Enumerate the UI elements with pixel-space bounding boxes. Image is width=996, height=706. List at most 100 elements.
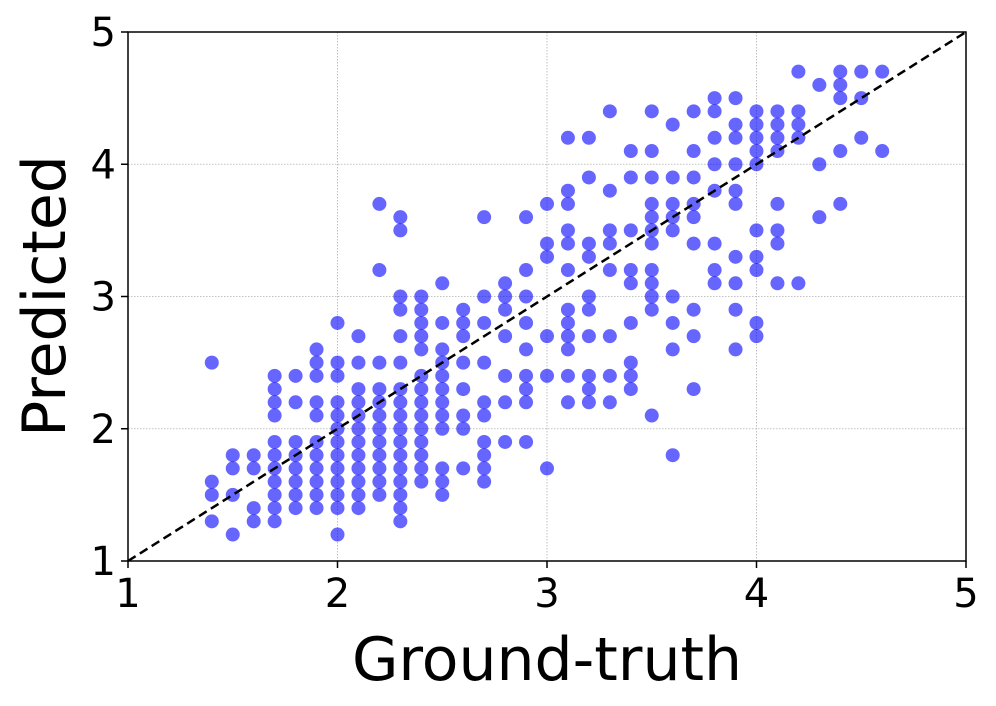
point <box>749 223 764 238</box>
point <box>581 368 596 383</box>
point <box>728 91 743 106</box>
point <box>560 329 575 344</box>
point <box>560 342 575 357</box>
point <box>309 448 324 463</box>
point <box>435 474 450 489</box>
point <box>456 421 471 436</box>
point <box>351 501 366 516</box>
point <box>309 342 324 357</box>
point <box>309 487 324 502</box>
point <box>204 487 219 502</box>
point <box>498 395 513 410</box>
point <box>770 223 785 238</box>
point <box>623 144 638 159</box>
point <box>393 408 408 423</box>
point <box>686 210 701 225</box>
point <box>267 448 282 463</box>
point <box>393 501 408 516</box>
point <box>414 395 429 410</box>
point <box>393 329 408 344</box>
point <box>456 408 471 423</box>
point <box>770 144 785 159</box>
point <box>728 276 743 291</box>
point <box>519 342 534 357</box>
point <box>498 276 513 291</box>
point <box>519 263 534 278</box>
point <box>519 382 534 397</box>
point <box>791 104 806 119</box>
point <box>456 329 471 344</box>
point <box>351 355 366 370</box>
point <box>351 487 366 502</box>
point <box>351 421 366 436</box>
point <box>414 448 429 463</box>
point <box>728 342 743 357</box>
point <box>770 104 785 119</box>
x-tick-label: 5 <box>953 571 978 617</box>
point <box>330 474 345 489</box>
point <box>728 302 743 317</box>
y-tick-label: 3 <box>91 275 116 321</box>
point <box>351 461 366 476</box>
point <box>644 276 659 291</box>
point <box>749 117 764 132</box>
point <box>393 434 408 449</box>
point <box>246 514 261 529</box>
point <box>540 368 554 383</box>
point <box>644 104 659 119</box>
point <box>477 315 492 330</box>
point <box>560 196 575 211</box>
point <box>749 263 764 278</box>
point <box>393 395 408 410</box>
point <box>644 144 659 159</box>
point <box>854 91 869 106</box>
point <box>225 527 240 542</box>
point <box>456 355 471 370</box>
point <box>309 395 324 410</box>
point <box>477 289 492 304</box>
point <box>372 196 387 211</box>
point <box>540 249 554 264</box>
point <box>560 130 575 145</box>
point <box>581 382 596 397</box>
point <box>414 382 429 397</box>
point <box>372 461 387 476</box>
point <box>246 448 261 463</box>
point <box>456 302 471 317</box>
point <box>309 474 324 489</box>
point <box>791 64 806 79</box>
x-tick-label: 1 <box>115 571 140 617</box>
point <box>665 289 680 304</box>
point <box>581 395 596 410</box>
point <box>372 408 387 423</box>
point <box>414 329 429 344</box>
point <box>309 461 324 476</box>
point <box>225 461 240 476</box>
point <box>602 263 617 278</box>
point <box>309 408 324 423</box>
point <box>498 368 513 383</box>
point <box>456 315 471 330</box>
point <box>288 368 303 383</box>
plot-frame <box>127 31 967 562</box>
point <box>330 421 345 436</box>
point <box>477 395 492 410</box>
point <box>372 421 387 436</box>
point <box>498 289 513 304</box>
point <box>498 434 513 449</box>
point <box>330 355 345 370</box>
point <box>393 302 408 317</box>
point <box>707 91 722 106</box>
point <box>288 474 303 489</box>
point <box>372 355 387 370</box>
point <box>372 382 387 397</box>
point <box>686 104 701 119</box>
point <box>728 157 743 172</box>
point <box>686 302 701 317</box>
point <box>519 395 534 410</box>
point <box>686 382 701 397</box>
point <box>749 315 764 330</box>
point <box>330 448 345 463</box>
